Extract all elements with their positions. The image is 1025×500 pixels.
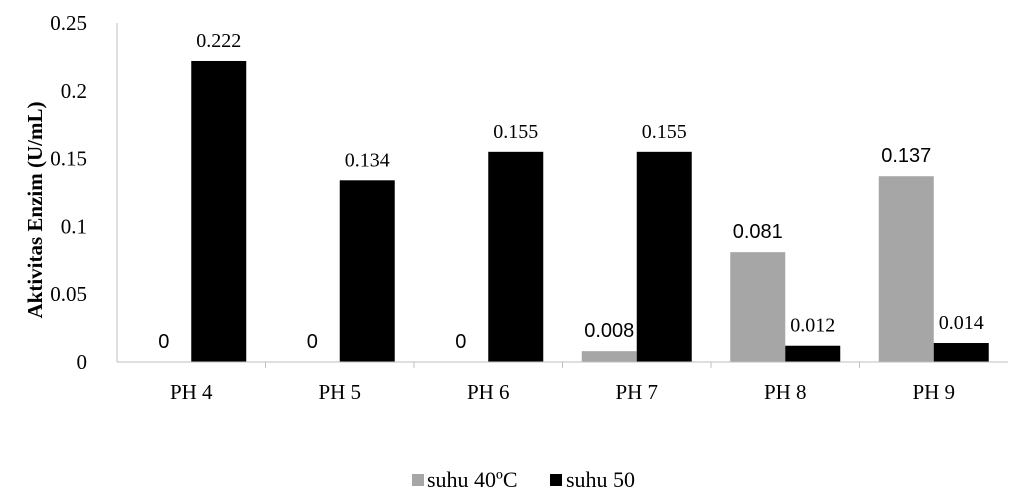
bar-suhu-50 [933, 343, 989, 362]
y-tick-label: 0.05 [50, 282, 87, 306]
data-label: 0 [307, 331, 318, 353]
y-tick-label: 0.1 [61, 214, 87, 238]
y-tick-label: 0.15 [50, 147, 87, 171]
bar-suhu-50 [488, 151, 544, 362]
y-tick-label: 0.25 [50, 11, 87, 35]
bar-suhu-40 [581, 351, 637, 362]
bar-suhu-50 [191, 60, 247, 363]
bar-suhu-50 [785, 345, 841, 362]
x-tick-label: PH 6 [467, 380, 510, 404]
legend: suhu 40ºC suhu 50 [412, 467, 635, 492]
value-labels: 0 0.222 0 0.134 0 0.155 0.008 0.155 0.081 0.012 0.… [158, 30, 984, 353]
data-label: 0.008 [584, 320, 634, 342]
y-tick-label: 0 [77, 350, 88, 374]
x-tick-label: PH 9 [912, 380, 955, 404]
bar-suhu-50 [636, 151, 692, 362]
data-label: 0 [455, 331, 466, 353]
y-axis-ticks: 0 0.05 0.1 0.15 0.2 0.25 [50, 11, 87, 374]
legend-label-suhu-50: suhu 50 [566, 467, 635, 492]
x-tick-label: PH 7 [615, 380, 658, 404]
data-label: 0.081 [733, 221, 783, 243]
y-axis-title: Aktivitas Enzim (U/mL) [23, 102, 47, 319]
bar-suhu-40 [730, 252, 786, 362]
x-tick-label: PH 5 [318, 380, 361, 404]
data-label: 0.155 [493, 121, 538, 143]
data-label: 0.222 [196, 30, 241, 52]
legend-label-suhu-40: suhu 40ºC [427, 467, 518, 492]
data-label: 0.012 [790, 315, 835, 337]
data-label: 0.134 [345, 149, 390, 171]
x-tick-label: PH 4 [170, 380, 213, 404]
bars [191, 60, 989, 363]
legend-swatch-suhu-40 [412, 474, 424, 486]
bar-suhu-50 [339, 180, 395, 362]
data-label: 0.137 [881, 145, 931, 167]
data-label: 0 [158, 331, 169, 353]
x-tick-label: PH 8 [764, 380, 807, 404]
bar-suhu-40 [878, 176, 934, 362]
legend-swatch-suhu-50 [550, 474, 562, 486]
data-label: 0.014 [939, 312, 984, 334]
x-axis-ticks: PH 4 PH 5 PH 6 PH 7 PH 8 PH 9 [170, 362, 955, 404]
y-tick-label: 0.2 [61, 79, 87, 103]
data-label: 0.155 [642, 121, 687, 143]
